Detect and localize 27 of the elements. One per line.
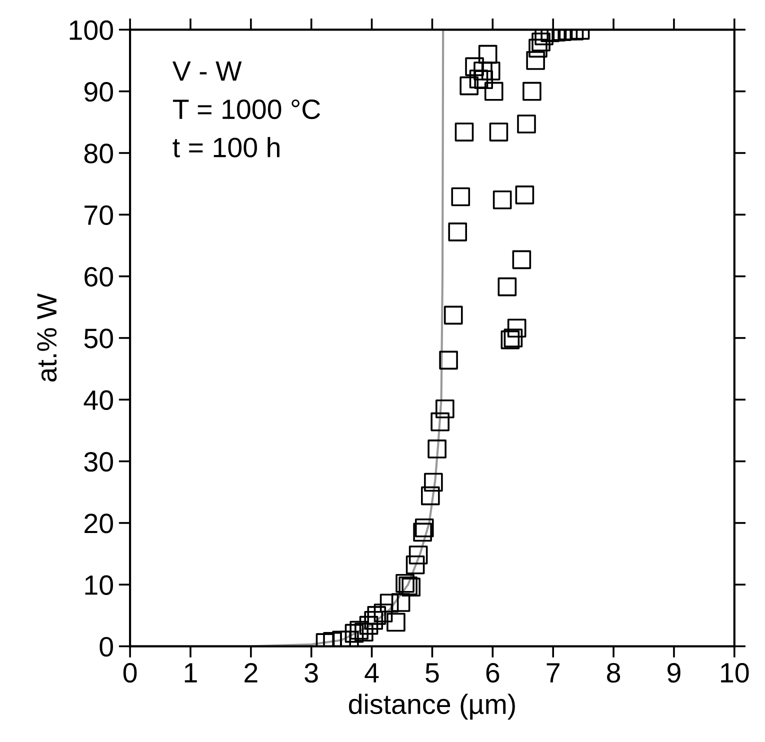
y-tick-label: 20: [84, 514, 113, 534]
y-tick-label: 60: [84, 266, 113, 287]
x-tick-label: 8: [607, 662, 620, 683]
y-tick-label: 90: [84, 82, 113, 102]
x-tick-label: 2: [244, 662, 258, 682]
y-tick-label: 80: [84, 144, 113, 164]
x-tick-label: 7: [546, 663, 560, 682]
x-tick-label: 0: [123, 662, 137, 683]
y-tick-label: 30: [84, 452, 113, 472]
y-tick-label: 50: [84, 328, 113, 348]
x-tick-label: 9: [668, 662, 680, 683]
x-tick-label: 5: [426, 663, 439, 683]
y-tick-label: 100: [70, 20, 113, 40]
x-tick-label: 6: [486, 662, 500, 683]
annotation: t = 100 h: [172, 136, 280, 158]
x-tick-label: 3: [304, 662, 318, 683]
x-tick-label: 10: [721, 662, 749, 683]
x-axis-title: distance (µm): [348, 694, 515, 720]
annotation: V - W: [172, 62, 242, 81]
annotation: T = 1000 °C: [172, 99, 320, 120]
x-tick-label: 4: [364, 663, 379, 682]
y-axis-title: at.% W: [37, 293, 57, 382]
y-tick-label: 10: [85, 575, 113, 595]
y-tick-label: 70: [84, 205, 113, 225]
y-tick-label: 40: [84, 390, 113, 410]
y-tick-label: 0: [100, 636, 113, 657]
x-tick-label: 1: [184, 663, 197, 682]
